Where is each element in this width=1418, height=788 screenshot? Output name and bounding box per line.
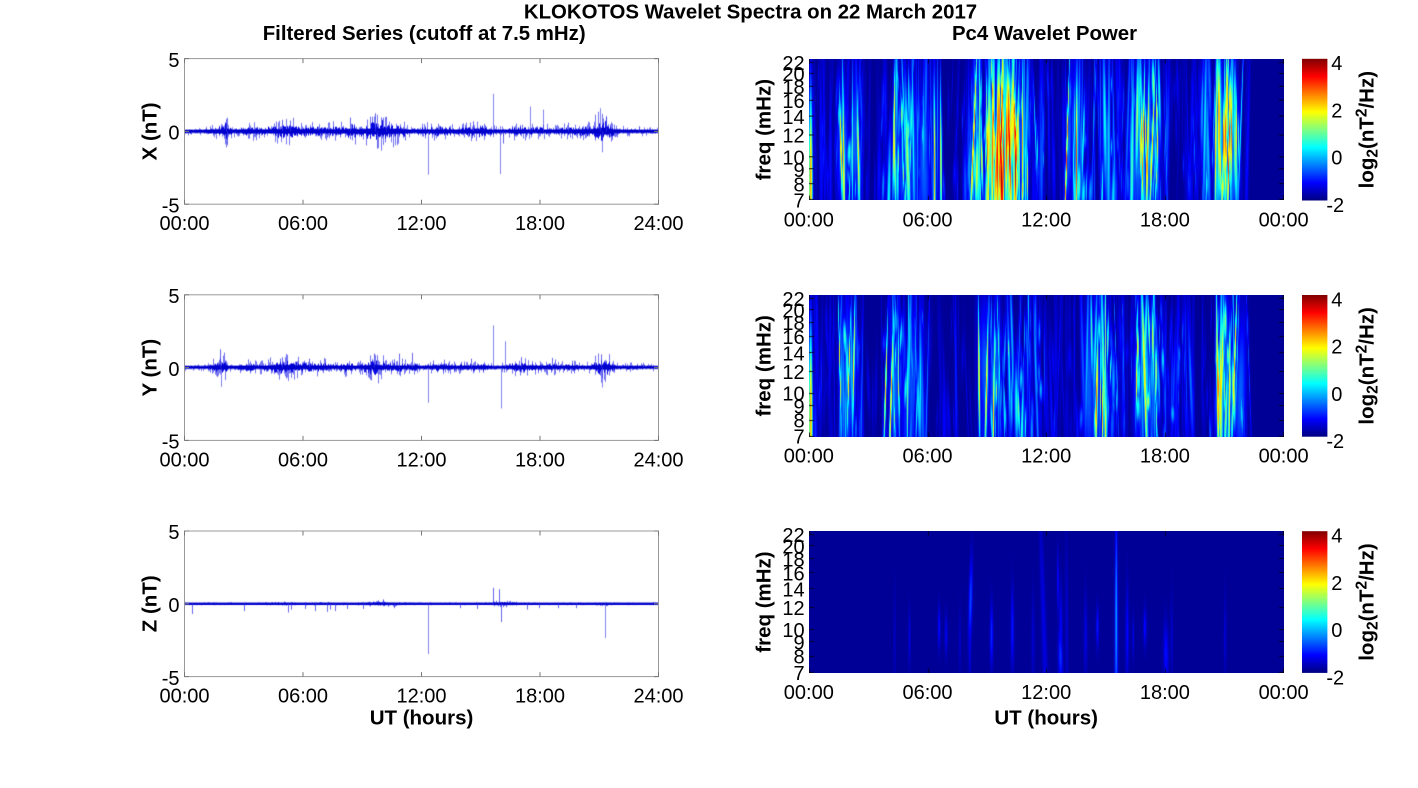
- svg-text:00:00: 00:00: [159, 213, 209, 235]
- svg-text:24:00: 24:00: [633, 686, 683, 708]
- svg-text:-5: -5: [162, 195, 180, 217]
- svg-text:16: 16: [782, 91, 804, 113]
- svg-text:12: 12: [782, 126, 804, 148]
- svg-text:7: 7: [793, 427, 804, 449]
- svg-text:20: 20: [782, 300, 804, 322]
- svg-text:4: 4: [1331, 526, 1342, 548]
- svg-text:-5: -5: [162, 668, 180, 690]
- svg-text:12: 12: [782, 362, 804, 384]
- svg-text:12: 12: [782, 598, 804, 620]
- svg-text:18:00: 18:00: [515, 686, 565, 708]
- svg-text:4: 4: [1331, 289, 1342, 311]
- svg-text:9: 9: [793, 160, 804, 182]
- svg-text:18:00: 18:00: [515, 213, 565, 235]
- svg-text:16: 16: [782, 563, 804, 585]
- svg-text:2: 2: [1331, 573, 1342, 595]
- svg-text:log2(nT2/Hz): log2(nT2/Hz): [1354, 307, 1382, 424]
- svg-text:00:00: 00:00: [1259, 210, 1309, 232]
- svg-text:12:00: 12:00: [396, 213, 446, 235]
- svg-text:10: 10: [782, 620, 804, 642]
- svg-text:KLOKOTOS Wavelet Spectra on 22: KLOKOTOS Wavelet Spectra on 22 March 201…: [524, 1, 977, 23]
- svg-text:7: 7: [793, 190, 804, 212]
- svg-text:5: 5: [168, 50, 179, 72]
- svg-text:Filtered Series (cutoff at 7.5: Filtered Series (cutoff at 7.5 mHz): [263, 23, 586, 45]
- svg-text:8: 8: [793, 647, 804, 669]
- svg-text:5: 5: [168, 286, 179, 308]
- svg-text:0: 0: [168, 123, 179, 145]
- svg-text:2: 2: [1331, 337, 1342, 359]
- svg-text:24:00: 24:00: [633, 213, 683, 235]
- svg-text:0: 0: [168, 359, 179, 381]
- svg-text:0: 0: [1331, 620, 1342, 642]
- svg-text:06:00: 06:00: [278, 686, 328, 708]
- svg-text:12:00: 12:00: [1021, 682, 1071, 704]
- svg-text:14: 14: [782, 579, 804, 601]
- svg-text:10: 10: [782, 384, 804, 406]
- svg-text:-2: -2: [1326, 667, 1344, 689]
- svg-text:14: 14: [782, 343, 804, 365]
- svg-text:log2(nT2/Hz): log2(nT2/Hz): [1354, 543, 1382, 660]
- svg-text:20: 20: [782, 537, 804, 559]
- svg-text:X (nT): X (nT): [139, 102, 162, 160]
- svg-text:7: 7: [793, 663, 804, 685]
- svg-text:12:00: 12:00: [396, 686, 446, 708]
- svg-text:00:00: 00:00: [784, 682, 834, 704]
- svg-text:18: 18: [782, 313, 804, 335]
- svg-text:06:00: 06:00: [902, 446, 952, 468]
- svg-text:12:00: 12:00: [1021, 446, 1071, 468]
- svg-text:-5: -5: [162, 432, 180, 454]
- svg-text:06:00: 06:00: [278, 213, 328, 235]
- svg-text:20: 20: [782, 64, 804, 86]
- svg-text:06:00: 06:00: [278, 449, 328, 471]
- svg-text:12:00: 12:00: [1021, 210, 1071, 232]
- svg-text:06:00: 06:00: [902, 210, 952, 232]
- svg-text:14: 14: [782, 107, 804, 129]
- svg-text:22: 22: [782, 53, 804, 75]
- svg-text:18:00: 18:00: [1140, 682, 1190, 704]
- svg-text:Pc4 Wavelet Power: Pc4 Wavelet Power: [952, 23, 1137, 45]
- svg-text:freq (mHz): freq (mHz): [753, 551, 776, 652]
- svg-text:log2(nT2/Hz): log2(nT2/Hz): [1354, 71, 1382, 188]
- svg-text:freq (mHz): freq (mHz): [753, 315, 776, 416]
- svg-text:freq (mHz): freq (mHz): [753, 79, 776, 180]
- svg-text:8: 8: [793, 174, 804, 196]
- svg-text:UT (hours): UT (hours): [370, 706, 474, 729]
- svg-text:2: 2: [1331, 100, 1342, 122]
- svg-text:24:00: 24:00: [633, 449, 683, 471]
- svg-text:18:00: 18:00: [515, 449, 565, 471]
- svg-text:06:00: 06:00: [902, 682, 952, 704]
- svg-text:00:00: 00:00: [1259, 682, 1309, 704]
- svg-text:18:00: 18:00: [1140, 446, 1190, 468]
- svg-text:8: 8: [793, 411, 804, 433]
- svg-text:22: 22: [782, 289, 804, 311]
- svg-text:Z (nT): Z (nT): [139, 575, 162, 632]
- svg-text:18: 18: [782, 549, 804, 571]
- svg-text:4: 4: [1331, 53, 1342, 75]
- svg-text:22: 22: [782, 525, 804, 547]
- svg-text:UT (hours): UT (hours): [994, 706, 1098, 729]
- svg-text:5: 5: [168, 522, 179, 544]
- svg-text:-2: -2: [1326, 431, 1344, 453]
- svg-text:18: 18: [782, 77, 804, 99]
- svg-text:00:00: 00:00: [159, 686, 209, 708]
- svg-text:9: 9: [793, 396, 804, 418]
- svg-text:00:00: 00:00: [1259, 446, 1309, 468]
- svg-text:16: 16: [782, 327, 804, 349]
- svg-text:0: 0: [1331, 148, 1342, 170]
- svg-text:00:00: 00:00: [159, 449, 209, 471]
- svg-text:12:00: 12:00: [396, 449, 446, 471]
- svg-text:0: 0: [1331, 384, 1342, 406]
- svg-text:9: 9: [793, 633, 804, 655]
- svg-text:18:00: 18:00: [1140, 210, 1190, 232]
- svg-text:10: 10: [782, 148, 804, 170]
- svg-text:0: 0: [168, 595, 179, 617]
- svg-text:00:00: 00:00: [784, 446, 834, 468]
- svg-text:Y (nT): Y (nT): [139, 339, 162, 397]
- svg-text:-2: -2: [1326, 195, 1344, 217]
- svg-text:00:00: 00:00: [784, 210, 834, 232]
